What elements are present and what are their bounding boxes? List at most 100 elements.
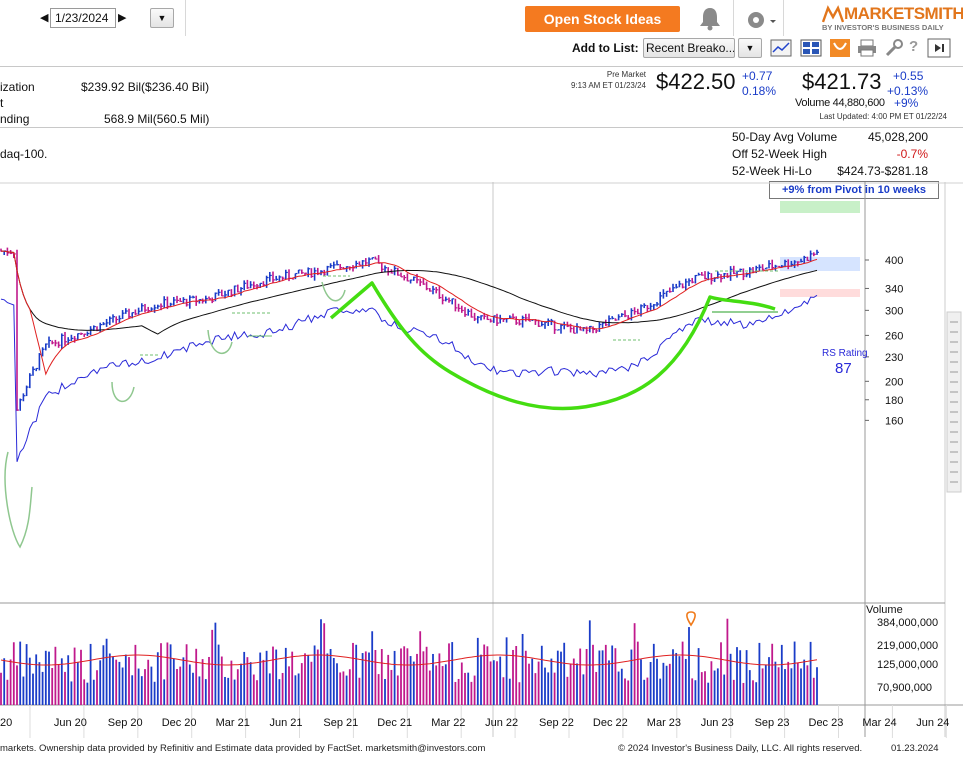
date-tick-label: Mar 22 xyxy=(431,717,465,729)
price-tick-label: 180 xyxy=(885,395,903,407)
price-bars xyxy=(0,247,819,411)
volume-label: Volume 44,880,600 xyxy=(795,97,885,109)
stat-value: 45,028,200 xyxy=(867,130,928,144)
tools-wrench-icon[interactable] xyxy=(884,39,904,62)
price-tick-label: 260 xyxy=(885,330,903,342)
resistance-zone-highlight xyxy=(780,257,860,271)
volume-tick-label: 384,000,000 xyxy=(877,617,938,629)
relative-strength-line xyxy=(0,294,818,462)
footer-disclaimer: markets. Ownership data provided by Refi… xyxy=(0,743,486,754)
stat-label: 50-Day Avg Volume xyxy=(732,130,838,144)
date-tick-label: Sep 22 xyxy=(539,717,574,729)
volume-moving-average xyxy=(0,654,818,666)
premarket-change: +0.77 xyxy=(742,69,773,83)
date-tick-label: 20 xyxy=(0,717,12,729)
price-volume-chart[interactable]: 400 340 300 260 230 200 180 160 384,000,000 219,… xyxy=(0,182,963,762)
date-tick-label: Sep 20 xyxy=(108,717,143,729)
price-pct: +0.13% xyxy=(887,84,929,98)
volume-tick-label: 219,000,000 xyxy=(877,640,938,652)
next-date-icon[interactable]: ▶ xyxy=(118,12,127,24)
prev-date-icon[interactable]: ◀ xyxy=(40,12,49,24)
layout-grid-icon[interactable] xyxy=(800,39,822,62)
list-dropdown-button[interactable]: ▼ xyxy=(738,38,762,58)
stat-label: t xyxy=(0,96,4,110)
settings-gear-icon[interactable] xyxy=(744,7,778,36)
footer-date: 01.23.2024 xyxy=(891,743,939,754)
divider xyxy=(185,0,186,36)
volume-pct: +9% xyxy=(894,96,919,110)
date-tick-label: Jun 20 xyxy=(54,717,87,729)
base-pattern-marker xyxy=(111,381,135,403)
date-tick-label: Jun 23 xyxy=(701,717,734,729)
moving-average-200 xyxy=(1,250,818,335)
price-tick-label: 200 xyxy=(885,376,903,388)
open-stock-ideas-button[interactable]: Open Stock Ideas xyxy=(525,6,680,32)
date-tick-label: Dec 21 xyxy=(377,717,412,729)
date-tick-label: Jun 24 xyxy=(916,717,949,729)
chart-line-icon[interactable] xyxy=(770,39,792,62)
support-zone-highlight xyxy=(780,289,860,297)
stat-value: $239.92 Bil($236.40 Bil) xyxy=(81,80,210,94)
stat-label: nding xyxy=(0,112,30,126)
premarket-price: $422.50 xyxy=(656,69,736,94)
volume-axis-title: Volume xyxy=(866,604,903,616)
premarket-time: 9:13 AM ET 01/23/24 xyxy=(570,81,646,90)
top-toolbar: ◀ 1/23/2024 ▶ ▼ Open Stock Ideas MARKETS… xyxy=(0,0,963,38)
moving-average-50 xyxy=(1,250,818,376)
base-pattern-marker xyxy=(4,451,33,549)
pattern-rec-icon[interactable] xyxy=(830,39,850,62)
alerts-bell-icon[interactable] xyxy=(696,4,724,37)
help-icon[interactable]: ? xyxy=(909,38,919,55)
date-tick-label: Sep 23 xyxy=(755,717,790,729)
period-dropdown-button[interactable]: ▼ xyxy=(150,8,174,28)
earnings-marker-icon[interactable] xyxy=(686,611,696,627)
divider xyxy=(733,0,734,36)
price-change: +0.55 xyxy=(893,69,924,83)
premarket-label: Pre Market xyxy=(606,70,646,79)
price-tick-label: 400 xyxy=(885,255,903,267)
premarket-pct: 0.18% xyxy=(742,84,777,98)
stat-value: $424.73-$281.18 xyxy=(837,164,928,178)
date-tick-label: Mar 24 xyxy=(862,717,896,729)
volume-axis-ticks: 384,000,000 219,000,000 125,000,000 70,900,… xyxy=(877,617,938,694)
price-tick-label: 300 xyxy=(885,305,903,317)
logo-subtext: BY INVESTOR'S BUSINESS DAILY xyxy=(822,23,944,32)
logo-text: MARKETSMITH xyxy=(844,4,963,23)
list-select[interactable]: Recent Breako... xyxy=(643,38,735,58)
stat-label: Off 52-Week High xyxy=(732,147,827,161)
stock-header: ization $239.92 Bil($236.40 Bil) t nding… xyxy=(0,66,963,128)
footer-copyright: © 2024 Investor's Business Daily, LLC. A… xyxy=(618,743,863,754)
last-updated: Last Updated: 4:00 PM ET 01/22/24 xyxy=(819,112,948,121)
date-tick-label: Sep 21 xyxy=(323,717,358,729)
volume-tick-label: 70,900,000 xyxy=(877,682,932,694)
collapse-panel-icon[interactable] xyxy=(927,38,951,63)
add-to-list-label: Add to List: xyxy=(572,41,639,55)
divider xyxy=(783,0,784,36)
logo-mark-icon xyxy=(822,5,844,23)
date-tick-label: Dec 20 xyxy=(162,717,197,729)
price-tick-label: 340 xyxy=(885,283,903,295)
volume-tick-label: 125,000,000 xyxy=(877,659,938,671)
base-pattern-marker xyxy=(207,329,233,354)
stat-value: 568.9 Mil(560.5 Mil) xyxy=(104,112,210,126)
rs-rating-label: RS Rating xyxy=(822,348,868,359)
volume-bars xyxy=(0,618,818,705)
print-icon[interactable] xyxy=(857,39,877,62)
stat-value: -0.7% xyxy=(896,147,928,161)
rs-rating-value: 87 xyxy=(835,360,852,377)
date-tick-label: Mar 23 xyxy=(647,717,681,729)
last-price: $421.73 xyxy=(802,69,882,94)
pivot-note: +9% from Pivot in 10 weeks xyxy=(769,181,939,199)
base-pattern-marker xyxy=(321,281,346,302)
date-tick-label: Dec 22 xyxy=(593,717,628,729)
vertical-scrollbar[interactable] xyxy=(946,311,962,493)
date-tick-label: Jun 22 xyxy=(485,717,518,729)
price-tick-label: 230 xyxy=(885,352,903,364)
price-axis-ticks: 400 340 300 260 230 200 180 160 xyxy=(865,255,903,427)
date-tick-label: Dec 23 xyxy=(809,717,844,729)
price-tick-label: 160 xyxy=(885,415,903,427)
date-input[interactable]: 1/23/2024 xyxy=(50,8,116,28)
cup-with-handle-pattern xyxy=(329,281,776,411)
stat-label: ization xyxy=(0,80,35,94)
date-axis-ticks: 20 Jun 20 Sep 20 Dec 20 Mar 21 Jun 21 Sep 21 De… xyxy=(0,705,949,738)
